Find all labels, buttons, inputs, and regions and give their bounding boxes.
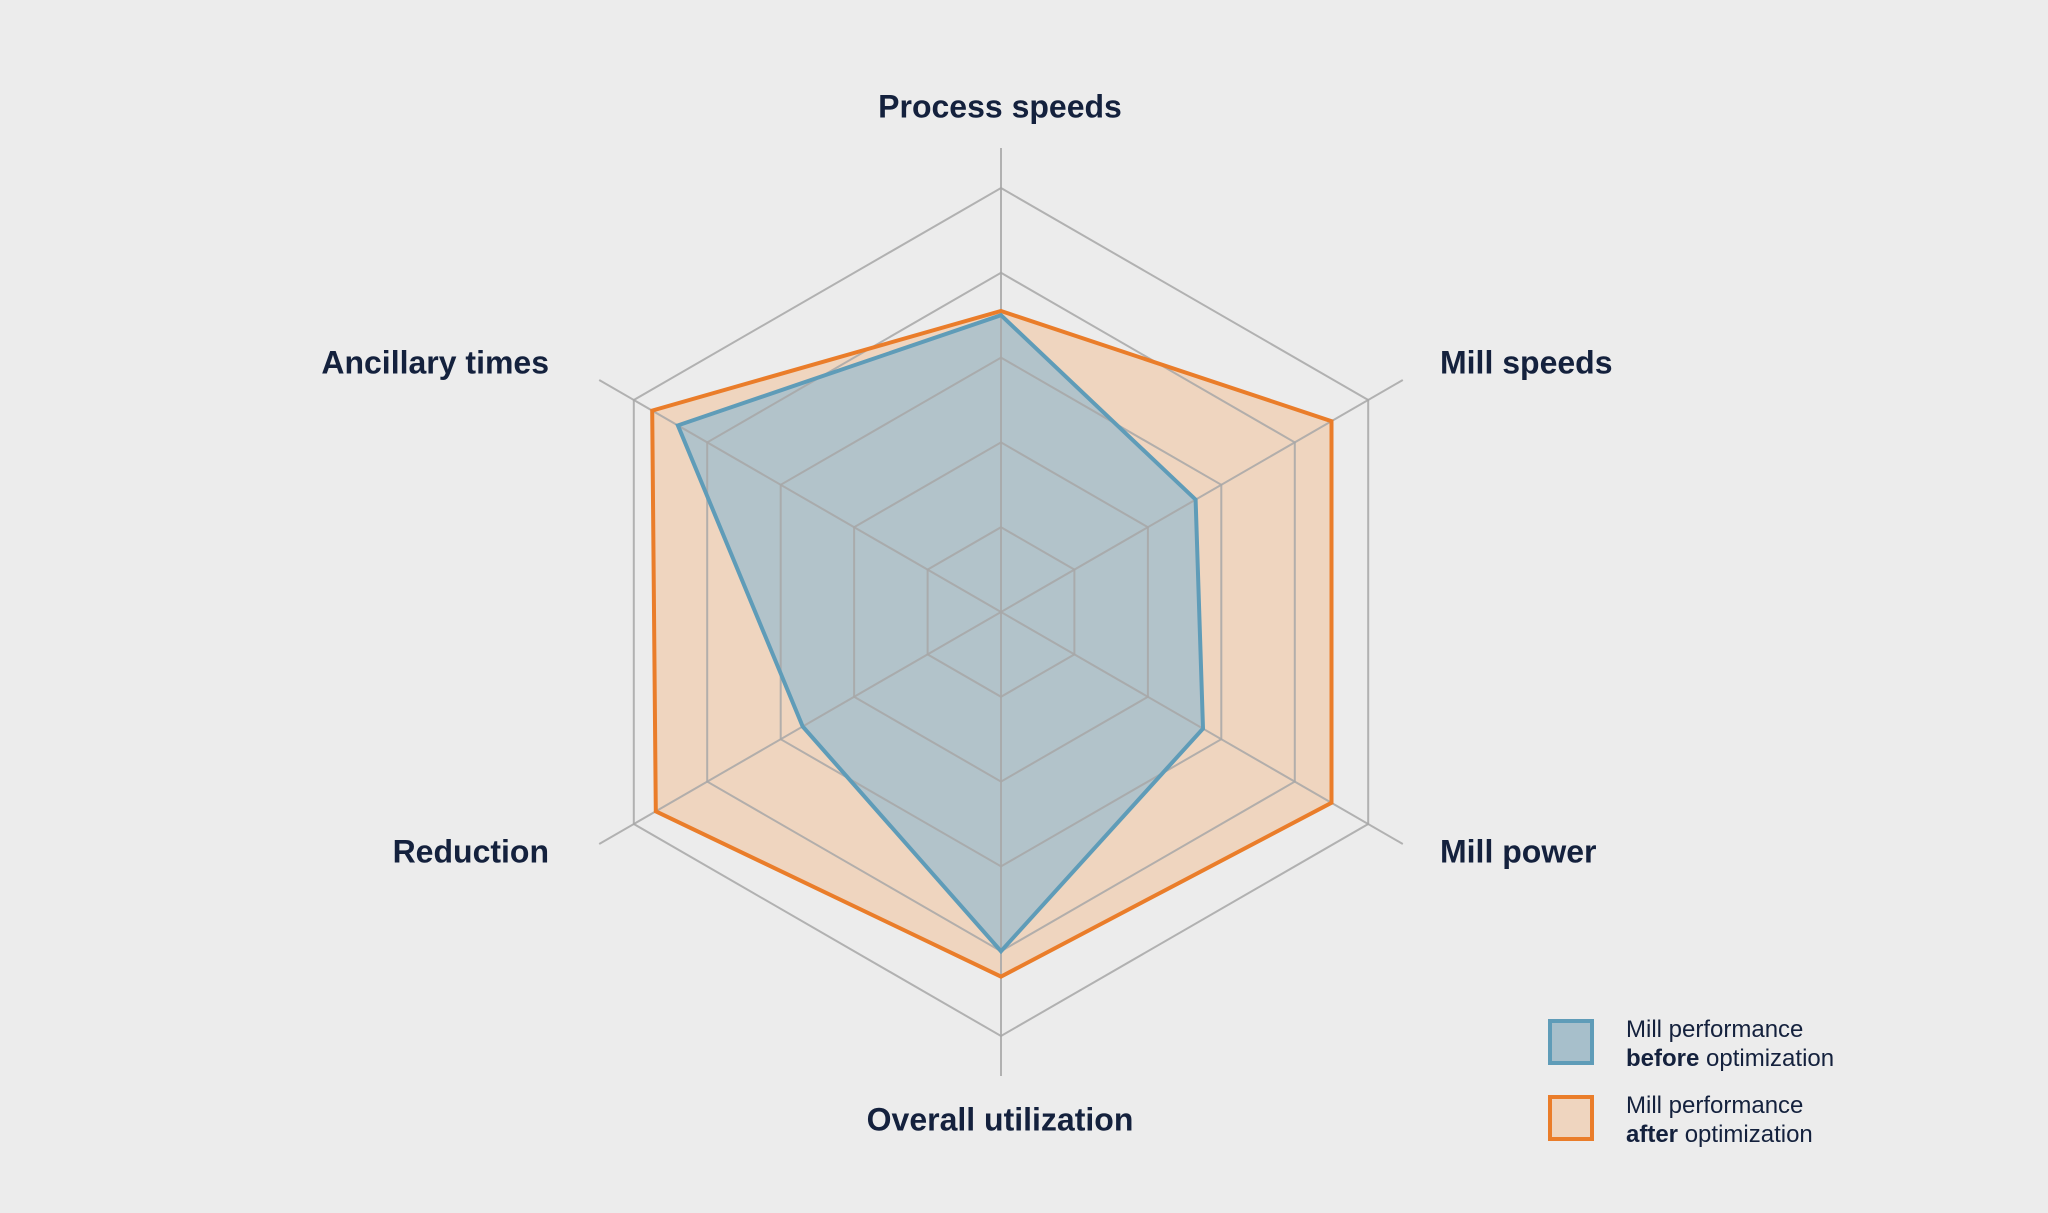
radar-grid xyxy=(598,148,1404,1076)
legend-text-after: Mill performance after optimization xyxy=(1626,1091,1813,1149)
legend-line1-before: Mill performance xyxy=(1626,1016,1804,1043)
legend-bold-after: after xyxy=(1626,1121,1679,1148)
axis-label-mill-power: Mill power xyxy=(1440,833,1596,869)
axis-spoke-reduction xyxy=(598,611,1002,845)
legend-text-before: Mill performance before optimization xyxy=(1626,1015,1834,1073)
legend-rest-after: optimization xyxy=(1678,1121,1813,1148)
axis-spoke-mill-speeds xyxy=(1000,379,1404,613)
legend: Mill performance before optimization Mil… xyxy=(1548,1015,2028,1175)
axis-labels: Process speeds Mill speeds Mill power Overa… xyxy=(321,88,1612,1137)
axis-label-process-speeds: Process speeds xyxy=(878,88,1122,124)
axis-label-overall-utilization: Overall utilization xyxy=(867,1101,1134,1137)
legend-rest-before: optimization xyxy=(1699,1045,1835,1072)
series-areas xyxy=(652,311,1332,977)
legend-swatch-after xyxy=(1548,1095,1594,1141)
legend-item-after: Mill performance after optimization xyxy=(1548,1091,2028,1151)
series-area-before xyxy=(677,315,1203,952)
series-outlines xyxy=(650,308,1334,979)
axis-spoke-ancillary-times xyxy=(598,379,1002,613)
series-outline-before xyxy=(675,312,1206,955)
series-outline-after xyxy=(650,308,1334,979)
axis-label-mill-speeds: Mill speeds xyxy=(1440,344,1613,380)
axis-label-ancillary-times: Ancillary times xyxy=(321,344,549,380)
axis-label-reduction: Reduction xyxy=(393,833,549,869)
legend-swatch-before xyxy=(1548,1019,1594,1065)
legend-line1-after: Mill performance xyxy=(1626,1092,1804,1119)
legend-item-before: Mill performance before optimization xyxy=(1548,1015,2028,1075)
legend-bold-before: before xyxy=(1626,1045,1700,1072)
